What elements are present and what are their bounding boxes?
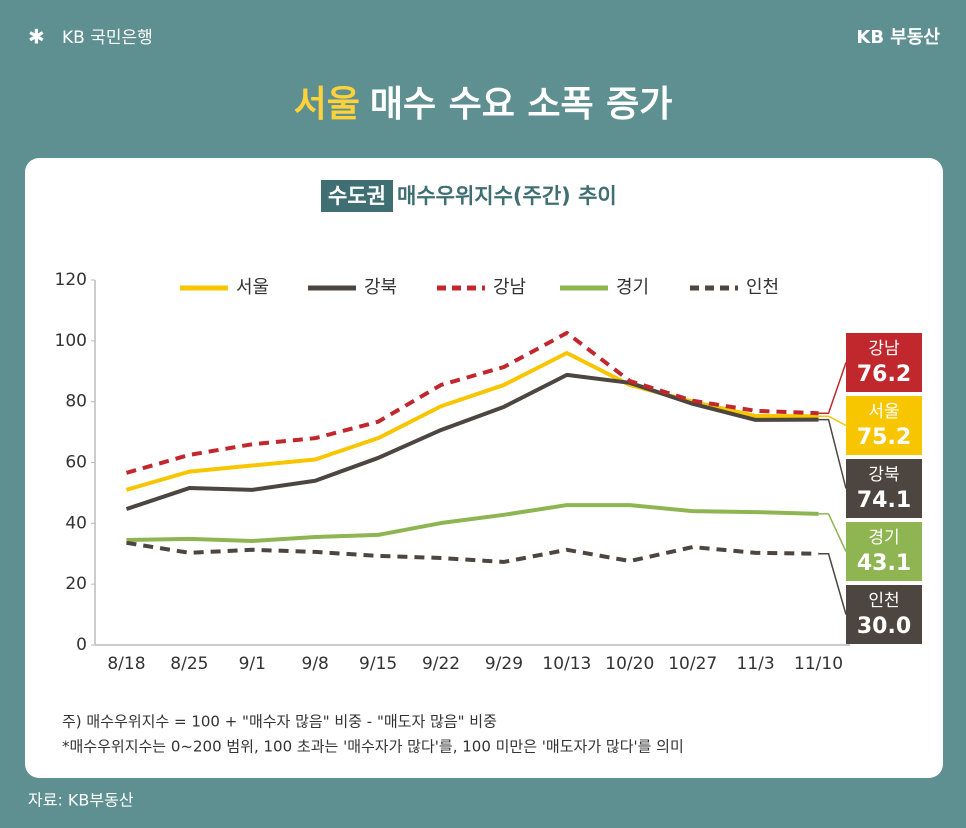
y-tick-label: 0 [76,635,87,655]
x-tick-label: 8/25 [170,654,208,674]
x-tick-label: 10/27 [668,654,717,674]
end-label-box [846,396,922,455]
y-tick-label: 100 [55,331,87,351]
line [125,351,819,492]
x-tick-label: 11/3 [737,654,775,674]
y-tick-label: 20 [65,574,87,594]
card [25,158,943,778]
x-tick-label: 9/1 [239,654,266,674]
x-tick-label: 11/10 [794,654,843,674]
connector [818,513,847,552]
end-label-box [846,333,922,392]
y-tick-label: 80 [65,392,87,412]
connector [818,553,847,615]
end-label-name: 경기 [868,528,899,548]
end-label-box [846,522,922,581]
x-tick-label: 10/13 [542,654,591,674]
note: 주) 매수우위지수 = 100 + "매수자 많음" 비중 - "매도자 많음"… [62,713,497,731]
x-tick-label: 8/18 [107,654,145,674]
connector [818,362,847,414]
line [126,540,819,564]
y-tick-label: 120 [55,270,87,290]
source: 자료: KB부동산 [28,791,134,810]
connector [818,418,847,489]
bank-logo: KB 국민은행 [62,28,153,48]
end-label-name: 강남 [868,339,900,359]
end-label-box [846,585,922,644]
legend-label: 경기 [616,277,649,298]
x-tick-label: 10/20 [605,654,654,674]
legend-label: 인천 [746,277,779,298]
x-tick-label: 9/15 [359,654,397,674]
title-highlight-box [321,180,393,212]
end-label-name: 서울 [868,402,899,422]
chart-title-highlight: 수도권 [328,184,386,208]
headline: 서울 매수 수요 소폭 증가 [294,84,673,125]
x-tick-label: 9/8 [302,654,329,674]
line [126,503,819,543]
brand: KB 부동산 [856,27,940,48]
end-label-name: 강북 [868,465,899,485]
end-label-value: 43.1 [857,551,911,576]
y-tick-label: 60 [65,453,87,473]
connector [818,415,847,427]
headline-text: 매수 수요 소폭 증가 [370,84,673,125]
bank-icon: ✱ [28,25,45,49]
end-label-value: 75.2 [857,425,911,450]
end-label-value: 30.0 [857,614,911,639]
headline-highlight: 서울 [294,84,360,125]
y-tick-label: 40 [65,513,87,533]
chart-title: 매수우위지수(주간) 추이 [397,184,617,208]
x-tick-label: 9/29 [485,654,523,674]
x-tick-label: 9/22 [422,654,460,674]
end-label-box [846,459,922,518]
line [125,372,819,511]
end-label-value: 74.1 [857,488,911,513]
legend-label: 서울 [236,277,269,298]
legend-label: 강남 [493,277,526,298]
legend-label: 강북 [364,277,397,298]
line [125,330,819,475]
end-label-name: 인천 [868,591,899,611]
end-label-value: 76.2 [857,362,911,387]
note: *매수우위지수는 0~200 범위, 100 초과는 '매수자가 많다'를, 1… [62,738,684,756]
